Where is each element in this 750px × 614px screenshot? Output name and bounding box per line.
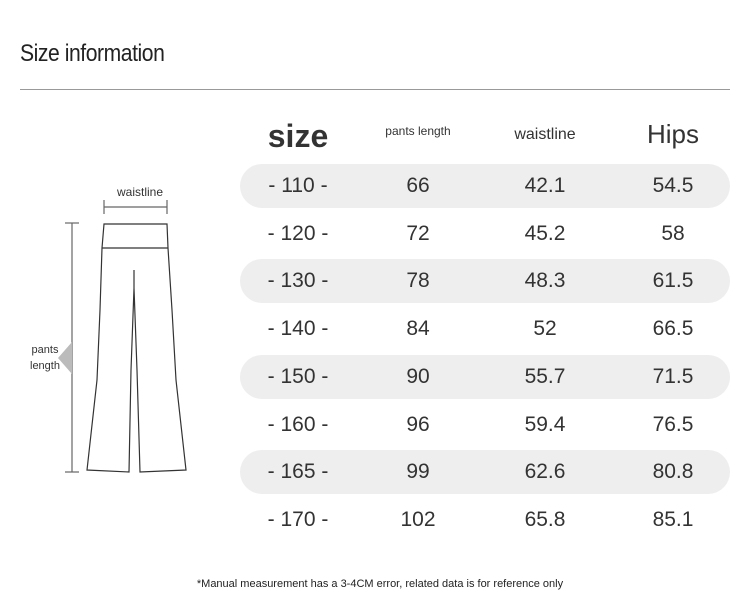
table-cell: - 170 - xyxy=(267,507,329,531)
table-cell: 52 xyxy=(533,317,557,341)
footnote: *Manual measurement has a 3-4CM error, r… xyxy=(196,578,564,590)
row-background xyxy=(240,259,730,304)
table-cell: - 150 - xyxy=(267,364,329,388)
column-header: size xyxy=(267,118,329,154)
table-cell: 76.5 xyxy=(652,412,694,436)
row-background xyxy=(240,354,730,399)
row-background xyxy=(240,450,730,495)
table-cell: - 165 - xyxy=(267,460,329,484)
table-cell: 72 xyxy=(406,221,430,245)
column-header: pants length xyxy=(385,124,451,138)
table-cell: 85.1 xyxy=(652,507,694,531)
table-cell: 66 xyxy=(406,174,430,197)
page-title: Size information xyxy=(20,40,165,67)
table-cell: - 160 - xyxy=(267,412,329,436)
table-cell: - 120 - xyxy=(267,221,329,245)
table-cell: 45.2 xyxy=(524,221,566,245)
table-cell: 99 xyxy=(406,460,430,484)
waist-label: waistline xyxy=(116,185,163,199)
table-cell: 71.5 xyxy=(652,364,694,388)
table-cell: 55.7 xyxy=(524,364,566,388)
table-cell: 59.4 xyxy=(524,412,566,436)
pants-diagram: waistline pants length xyxy=(30,185,187,473)
table-cell: 102 xyxy=(400,507,436,531)
table-cell: 58 xyxy=(661,221,685,245)
table-cell: 62.6 xyxy=(524,460,566,484)
length-label: pants xyxy=(32,344,59,356)
table-cell: 84 xyxy=(406,317,430,341)
column-header: Hips xyxy=(646,119,699,149)
table-cell: 54.5 xyxy=(652,174,694,197)
column-header: waistline xyxy=(514,126,576,143)
table-cell: 80.8 xyxy=(652,460,694,484)
table-cell: - 140 - xyxy=(267,317,329,341)
table-cell: 78 xyxy=(406,269,430,293)
table-cell: 65.8 xyxy=(524,507,566,531)
table-cell: 42.1 xyxy=(524,174,566,197)
table-cell: 90 xyxy=(406,364,430,388)
table-cell: - 130 - xyxy=(267,269,329,293)
table-cell: 66.5 xyxy=(652,317,694,341)
length-label: length xyxy=(30,360,60,372)
table-cell: 96 xyxy=(406,412,430,436)
table-cell: 61.5 xyxy=(652,269,694,293)
row-background xyxy=(240,164,730,208)
table-cell: 48.3 xyxy=(524,269,566,293)
divider xyxy=(20,89,730,90)
table-cell: - 110 - xyxy=(268,174,328,197)
